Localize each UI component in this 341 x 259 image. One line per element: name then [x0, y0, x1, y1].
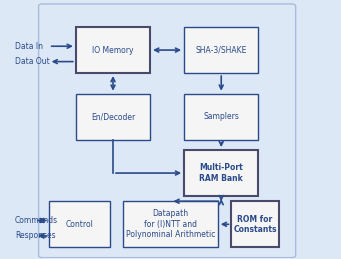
Text: Datapath
for (I)NTT and
Polynominal Arithmetic: Datapath for (I)NTT and Polynominal Arit… — [126, 210, 215, 239]
Text: Commands: Commands — [15, 216, 58, 225]
Text: ROM for
Constants: ROM for Constants — [233, 215, 277, 234]
Text: Control: Control — [65, 220, 93, 229]
FancyBboxPatch shape — [76, 94, 150, 140]
Text: En/Decoder: En/Decoder — [91, 112, 135, 121]
Text: IO Memory: IO Memory — [92, 46, 134, 55]
FancyBboxPatch shape — [184, 150, 258, 196]
FancyBboxPatch shape — [184, 94, 258, 140]
FancyBboxPatch shape — [232, 201, 279, 247]
Text: Responses: Responses — [15, 231, 56, 240]
Text: Data Out: Data Out — [15, 57, 50, 66]
Text: Samplers: Samplers — [203, 112, 239, 121]
Text: Multi-Port
RAM Bank: Multi-Port RAM Bank — [199, 163, 243, 183]
Text: SHA-3/SHAKE: SHA-3/SHAKE — [195, 46, 247, 55]
FancyBboxPatch shape — [184, 27, 258, 73]
FancyBboxPatch shape — [49, 201, 109, 247]
Text: Data In: Data In — [15, 42, 43, 51]
FancyBboxPatch shape — [39, 4, 296, 258]
FancyBboxPatch shape — [123, 201, 218, 247]
FancyBboxPatch shape — [76, 27, 150, 73]
